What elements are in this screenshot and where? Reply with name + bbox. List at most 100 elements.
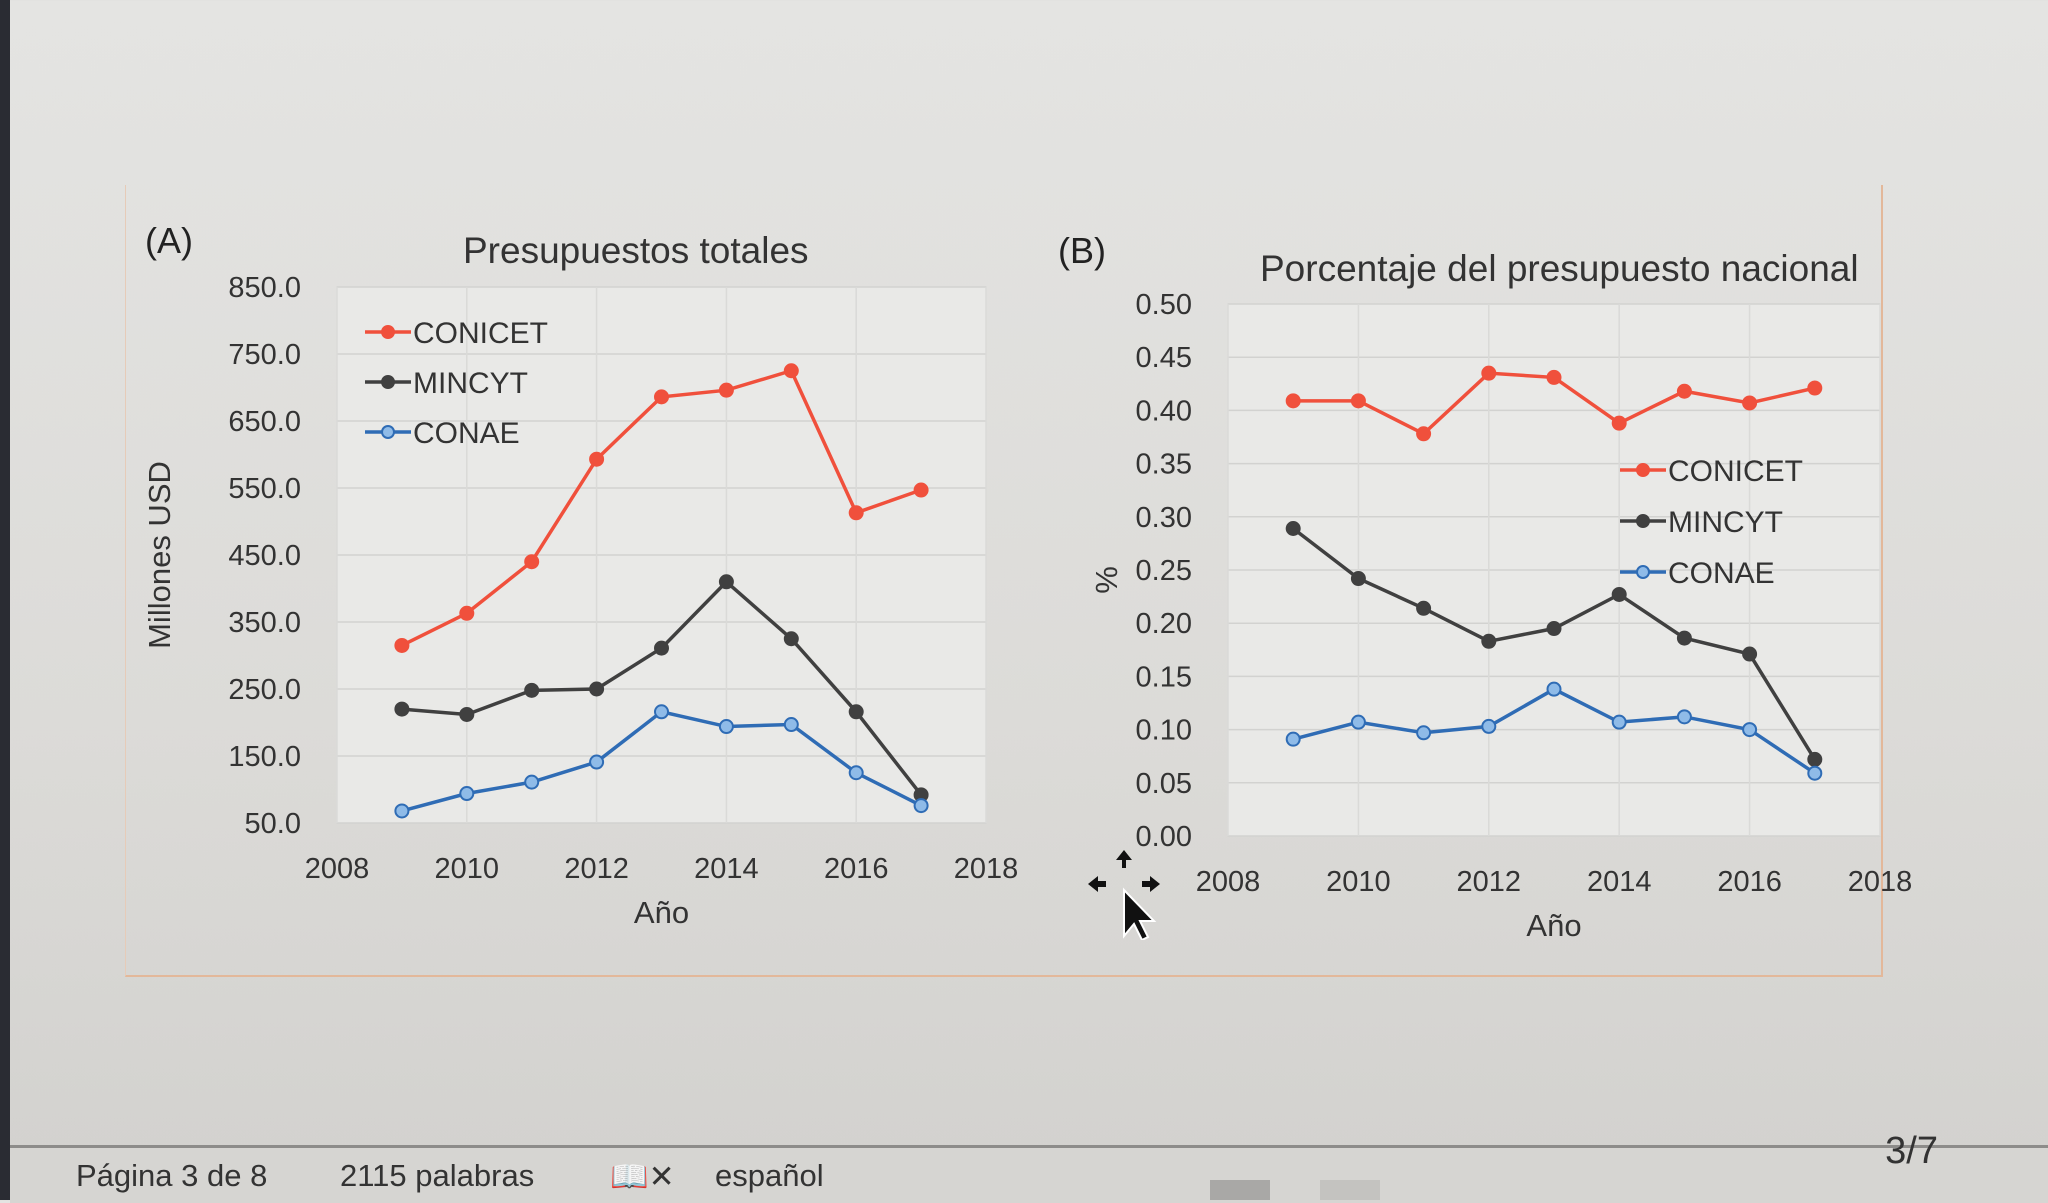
y-tick-label: 0.15 <box>1136 661 1192 693</box>
data-point-conae <box>913 798 929 814</box>
legend-marker-conicet <box>1636 463 1650 477</box>
data-point-conae <box>654 704 669 720</box>
data-point-conicet <box>1481 365 1497 381</box>
legend-label-conae: CONAE <box>413 417 520 450</box>
x-tick-label: 2018 <box>1848 866 1913 898</box>
x-tick-label: 2012 <box>1457 866 1522 898</box>
data-point-conicet <box>718 382 734 398</box>
panel-label-b: (B) <box>1058 230 1106 271</box>
y-axis-title: % <box>1089 566 1124 594</box>
data-point-mincyt <box>1546 621 1562 637</box>
y-tick-label: 0.25 <box>1136 555 1192 587</box>
x-tick-label: 2018 <box>954 853 1019 885</box>
data-point-mincyt <box>1481 633 1497 649</box>
y-tick-label: 50.0 <box>245 808 301 840</box>
web-layout-button[interactable] <box>1320 1180 1380 1200</box>
status-bar: Página 3 de 8 2115 palabras 📖✕ español <box>10 1145 2048 1203</box>
data-point-conae <box>1416 725 1432 741</box>
data-point-conae <box>718 719 734 735</box>
data-point-mincyt <box>654 640 669 656</box>
x-tick-label: 2016 <box>1717 866 1782 898</box>
data-point-mincyt <box>718 574 734 590</box>
y-tick-label: 450.0 <box>228 540 301 572</box>
page-counter: 3/7 <box>1885 1130 1938 1172</box>
data-point-conicet <box>459 605 475 621</box>
y-tick-label: 0.50 <box>1136 289 1192 321</box>
language-indicator[interactable]: español <box>715 1158 824 1193</box>
data-point-conicet <box>913 482 929 498</box>
data-point-conicet <box>1742 395 1758 411</box>
legend-label-conae: CONAE <box>1668 557 1775 590</box>
data-point-conae <box>1546 681 1562 697</box>
chart-b-title: Porcentaje del presupuesto nacional <box>1260 248 1859 289</box>
data-point-mincyt <box>524 682 540 698</box>
data-point-conicet <box>589 451 605 467</box>
x-tick-label: 2008 <box>305 853 370 885</box>
page-indicator[interactable]: Página 3 de 8 <box>76 1158 268 1193</box>
move-cursor-icon <box>1088 850 1160 940</box>
x-tick-label: 2008 <box>1196 866 1261 898</box>
y-tick-label: 0.20 <box>1136 608 1192 640</box>
x-axis-title: Año <box>634 895 689 930</box>
legend-marker-mincyt <box>381 375 395 389</box>
y-tick-label: 750.0 <box>228 339 301 371</box>
data-point-conae <box>848 765 864 781</box>
data-point-conae <box>524 774 540 790</box>
data-point-mincyt <box>848 704 864 720</box>
data-point-mincyt <box>1676 630 1692 646</box>
data-point-conae <box>394 803 410 819</box>
data-point-conicet <box>394 637 410 653</box>
data-point-conae <box>459 786 475 802</box>
x-tick-label: 2012 <box>564 853 629 885</box>
book-x-icon[interactable]: 📖✕ <box>610 1159 675 1194</box>
data-point-mincyt <box>1611 586 1627 602</box>
data-point-conicet <box>1416 426 1432 442</box>
word-count[interactable]: 2115 palabras <box>340 1158 535 1193</box>
x-tick-label: 2016 <box>824 853 889 885</box>
y-tick-label: 350.0 <box>228 607 301 639</box>
data-point-mincyt <box>1416 600 1432 616</box>
chart-a-title: Presupuestos totales <box>463 230 809 271</box>
legend-label-conicet: CONICET <box>1668 455 1803 488</box>
x-tick-label: 2010 <box>1326 866 1391 898</box>
legend-label-mincyt: MINCYT <box>413 367 528 400</box>
screen-bezel <box>0 0 10 1200</box>
data-point-conae <box>1676 709 1692 725</box>
print-layout-button[interactable] <box>1210 1180 1270 1200</box>
data-point-conicet <box>1285 393 1301 409</box>
legend-marker-conae <box>1636 565 1650 579</box>
y-tick-label: 0.00 <box>1136 821 1192 853</box>
x-axis-title: Año <box>1526 908 1581 943</box>
data-point-mincyt <box>459 706 475 722</box>
y-tick-label: 550.0 <box>228 473 301 505</box>
y-tick-label: 0.30 <box>1136 502 1192 534</box>
data-point-conae <box>1807 765 1823 781</box>
legend-marker-conicet <box>381 325 395 339</box>
data-point-conae <box>1611 714 1627 730</box>
data-point-conicet <box>1676 383 1692 399</box>
x-tick-label: 2010 <box>435 853 500 885</box>
y-tick-label: 0.05 <box>1136 768 1192 800</box>
data-point-conae <box>1481 718 1497 734</box>
data-point-conae <box>1742 722 1758 738</box>
y-tick-label: 150.0 <box>228 741 301 773</box>
data-point-conicet <box>1611 415 1627 431</box>
legend-marker-mincyt <box>1636 514 1650 528</box>
data-point-conae <box>589 754 605 770</box>
y-tick-label: 250.0 <box>228 674 301 706</box>
data-point-conae <box>1285 731 1301 747</box>
data-point-conicet <box>524 554 540 570</box>
data-point-conae <box>783 717 799 733</box>
y-axis-title: Millones USD <box>142 461 177 649</box>
legend-label-conicet: CONICET <box>413 317 548 350</box>
x-tick-label: 2014 <box>694 853 759 885</box>
data-point-conicet <box>1546 369 1562 385</box>
y-tick-label: 650.0 <box>228 406 301 438</box>
y-tick-label: 0.35 <box>1136 449 1192 481</box>
data-point-conicet <box>1807 380 1823 396</box>
data-point-mincyt <box>1807 751 1823 767</box>
data-point-mincyt <box>1285 521 1301 537</box>
data-point-conae <box>1350 714 1366 730</box>
data-point-conicet <box>1350 393 1366 409</box>
